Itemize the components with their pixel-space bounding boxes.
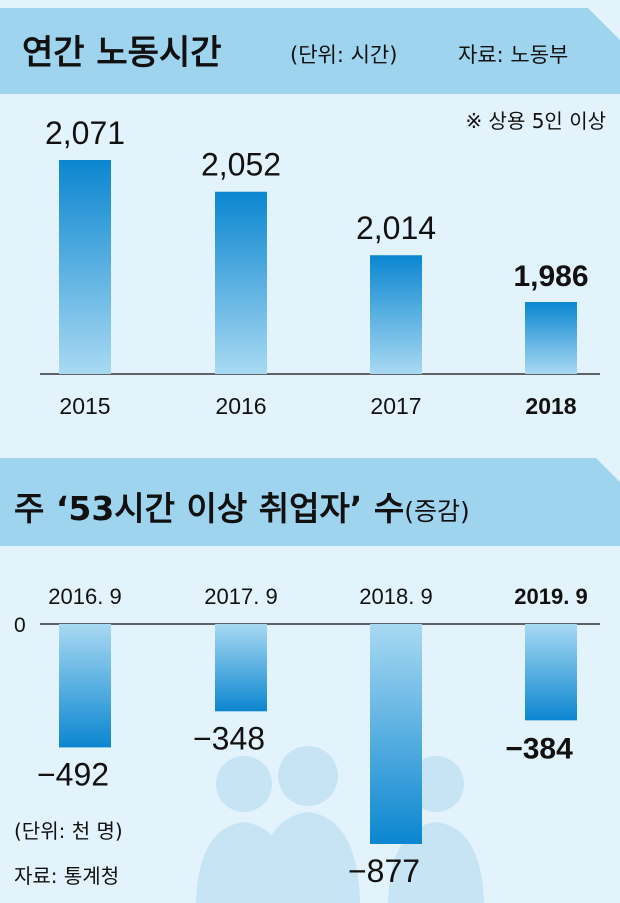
chart1-category-label-2016: 2016 bbox=[215, 393, 266, 419]
chart1-value-label-2018: 1,986 bbox=[513, 260, 588, 293]
chart1-value-label-2017: 2,014 bbox=[356, 210, 436, 246]
chart2-category-label-2016-9: 2016. 9 bbox=[48, 584, 121, 609]
chart1-category-label-2018: 2018 bbox=[525, 393, 576, 419]
chart1-unit: (단위: 시간) bbox=[290, 43, 397, 67]
chart2-bar-2019-9 bbox=[525, 624, 577, 721]
chart1-bar-2017 bbox=[370, 255, 422, 374]
chart2-zero-label: 0 bbox=[14, 614, 26, 637]
chart2-bars: 2016. 9 −492 2017. 9 −348 2018. 9 −877 2019. 9… bbox=[37, 584, 588, 889]
chart2-bar-2018-9 bbox=[370, 624, 422, 844]
chart2-category-label-2017-9: 2017. 9 bbox=[204, 584, 277, 609]
chart2-title-main: 주 ‘53시간 이상 취업자’ 수 bbox=[14, 489, 404, 528]
chart1-note: ※ 상용 5인 이상 bbox=[465, 109, 606, 133]
chart2-title: 주 ‘53시간 이상 취업자’ 수(증감) bbox=[14, 489, 470, 528]
chart2-title-band bbox=[0, 458, 620, 546]
chart1-value-label-2015: 2,071 bbox=[45, 115, 125, 151]
chart1-bar-2016 bbox=[215, 191, 267, 374]
chart2-value-label-2016-9: −492 bbox=[37, 756, 109, 792]
chart1-title: 연간 노동시간 bbox=[22, 33, 222, 73]
chart2-bar-2016-9 bbox=[59, 624, 111, 748]
chart1-value-label-2016: 2,052 bbox=[201, 147, 281, 183]
chart2-category-label-2019-9: 2019. 9 bbox=[514, 584, 587, 609]
chart2-unit: (단위: 천 명) bbox=[14, 819, 123, 843]
chart1-bars: 2,071 2015 2,052 2016 2,014 2017 1,986 2018 bbox=[45, 115, 589, 419]
chart2-value-label-2019-9: −384 bbox=[505, 732, 573, 765]
chart1-bar-2015 bbox=[59, 160, 111, 374]
people-watermark-icon bbox=[196, 746, 484, 903]
chart1-category-label-2015: 2015 bbox=[59, 393, 110, 419]
chart2-bar-2017-9 bbox=[215, 624, 267, 712]
chart2-source: 자료: 통계청 bbox=[14, 864, 119, 888]
chart2-value-label-2017-9: −348 bbox=[193, 720, 265, 756]
chart2-value-label-2018-9: −877 bbox=[348, 853, 420, 889]
chart1-source: 자료: 노동부 bbox=[458, 43, 568, 67]
chart1-title-band bbox=[0, 8, 620, 94]
chart2-category-label-2018-9: 2018. 9 bbox=[359, 584, 432, 609]
chart1-category-label-2017: 2017 bbox=[370, 393, 421, 419]
chart2-title-suffix: (증감) bbox=[404, 497, 470, 526]
chart1-bar-2018 bbox=[525, 302, 577, 374]
